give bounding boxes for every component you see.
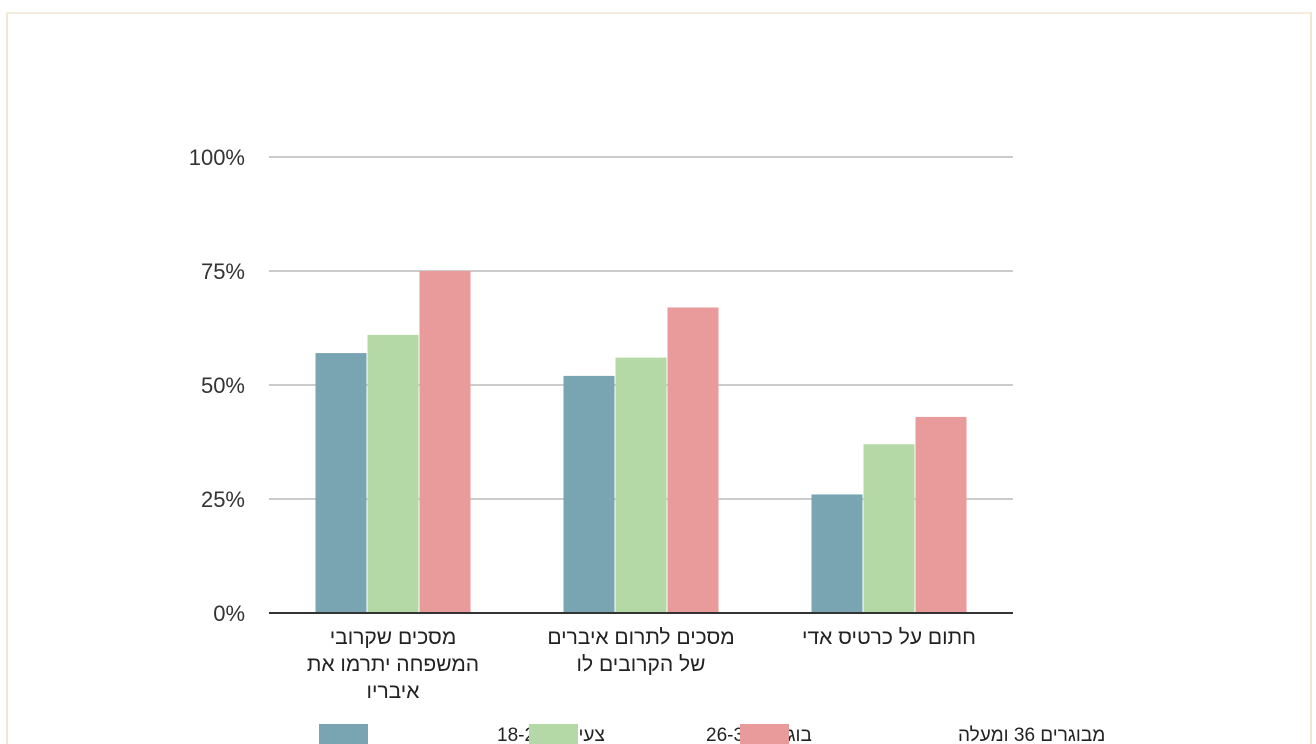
legend-swatch [529, 724, 578, 744]
y-axis: 0% 25% 50% 75% 100% [189, 145, 245, 626]
bar [667, 307, 719, 613]
frame-border-right [1310, 12, 1312, 744]
x-category-label: המשפחה יתרמו את [307, 653, 479, 676]
x-category-label: מסכים לתרום איברים [547, 626, 734, 649]
x-category-label: מסכים שקרובי [330, 626, 457, 649]
bar [419, 271, 471, 613]
bar [915, 416, 967, 613]
legend-swatch [740, 724, 789, 744]
x-category-label: איבריו [367, 680, 420, 703]
bars [315, 271, 967, 613]
y-tick-label: 25% [201, 487, 245, 512]
y-tick-label: 50% [201, 373, 245, 398]
frame-border-top [6, 12, 1310, 14]
bar [863, 444, 915, 613]
y-tick-label: 100% [189, 145, 245, 170]
bar [367, 334, 419, 613]
legend-label: מבוגרים 36 ומעלה [958, 725, 1105, 744]
y-tick-label: 75% [201, 259, 245, 284]
x-category-label: של הקרובים לו [577, 653, 706, 676]
x-category-label: חתום על כרטיס אדי [802, 626, 976, 649]
x-axis: מסכים שקרובי המשפחה יתרמו את איבריו מסכים ל… [269, 612, 1013, 703]
bar [615, 357, 667, 613]
y-tick-label: 0% [213, 601, 245, 626]
legend-swatch [319, 724, 368, 744]
bar [315, 353, 367, 613]
bar [811, 494, 863, 613]
frame-border-left [6, 12, 8, 744]
bar [563, 375, 615, 613]
